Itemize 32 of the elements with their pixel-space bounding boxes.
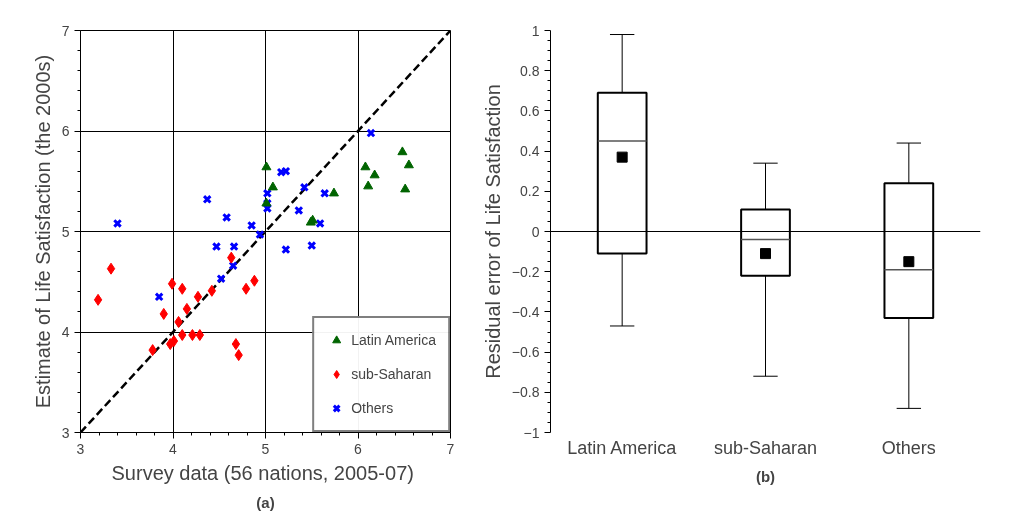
y-tick-label: −0.2 [511, 263, 540, 280]
y-tick-label: 3 [61, 424, 70, 441]
y-axis-title: Estimate of Life Satisfaction (the 2000s) [31, 54, 54, 409]
text: (b) [755, 467, 776, 485]
y-tick-label: 0.6 [520, 102, 540, 119]
y-tick-label: 0.8 [520, 62, 540, 79]
legend-label: Latin America [351, 332, 436, 348]
x-tick-label: 4 [169, 440, 178, 457]
legend-label: Others [351, 400, 394, 416]
x-axis-title: Survey data (56 nations, 2005-07) [111, 461, 414, 484]
x-tick-label: Latin America [567, 437, 678, 458]
x-tick-label: 6 [354, 440, 363, 457]
y-tick-label: 0.2 [520, 183, 540, 200]
y-tick-label: −1 [523, 424, 540, 441]
x-tick-label: 5 [261, 440, 270, 457]
y-tick-label: −0.4 [511, 303, 540, 320]
x-tick-label: Others [881, 437, 936, 458]
y-tick-label: 1 [531, 22, 540, 39]
y-tick-label: −0.6 [511, 344, 540, 361]
y-axis-title: Residual error of Life Satisfaction [481, 84, 504, 379]
text: (a) [256, 493, 275, 511]
x-tick-label: sub-Saharan [713, 437, 818, 458]
y-tick-label: 0.4 [520, 143, 540, 160]
y-tick-label: 7 [61, 22, 70, 39]
y-tick-label: −0.8 [511, 384, 540, 401]
x-tick-label: 3 [76, 440, 85, 457]
y-tick-label: 0 [531, 223, 540, 240]
y-tick-label: 5 [61, 223, 70, 240]
y-tick-label: 6 [61, 123, 70, 139]
legend-label: sub-Saharan [351, 366, 432, 382]
x-tick-label: 7 [446, 440, 455, 457]
y-tick-label: 4 [61, 324, 70, 340]
